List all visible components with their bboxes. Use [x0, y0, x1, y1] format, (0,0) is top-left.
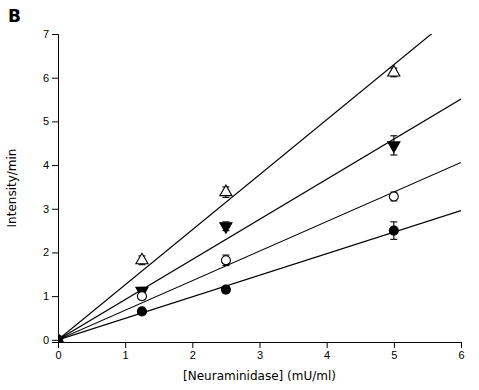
y-tick-label: 3: [43, 203, 49, 215]
y-tick-mark: [52, 78, 58, 79]
x-axis: 0 1 2 3 4 5 6: [55, 342, 464, 361]
point: [389, 226, 398, 235]
point: [221, 256, 230, 265]
plot-area: 0 1 2 3 4 5 6 0 1 2 3 4 5 6 7: [43, 10, 465, 361]
x-tick-mark: [260, 342, 261, 348]
x-tick: 5: [391, 342, 397, 361]
y-tick-mark: [52, 209, 58, 210]
y-tick-label: 2: [43, 246, 49, 258]
x-axis-line: [59, 343, 462, 349]
point: [388, 65, 400, 76]
y-tick-mark: [52, 296, 58, 297]
panel-label: B: [8, 6, 21, 26]
y-tick: 6: [43, 72, 58, 84]
point: [388, 142, 400, 153]
error-bar-cap: [390, 239, 397, 240]
point: [220, 223, 232, 234]
y-tick-label: 0: [43, 334, 49, 346]
chart: 0 1 2 3 4 5 6 0 1 2 3 4 5 6 7 [Neuraminidase] (mU/ml) In…: [0, 0, 479, 390]
x-axis-title: [Neuraminidase] (mU/ml): [183, 369, 336, 383]
fit-line: [58, 99, 461, 340]
y-tick: 0: [43, 334, 58, 346]
y-tick-label: 1: [43, 290, 49, 302]
y-tick-label: 5: [43, 115, 49, 127]
fit-line: [58, 34, 461, 340]
x-tick-label: 3: [257, 349, 263, 361]
y-tick-label: 4: [43, 159, 49, 171]
point: [58, 335, 63, 342]
point: [389, 192, 398, 201]
x-tick: 0: [55, 342, 61, 361]
fit-line: [58, 210, 461, 339]
x-tick-label: 5: [391, 349, 397, 361]
y-axis: 0 1 2 3 4 5 6 7: [43, 28, 59, 346]
y-tick: 2: [43, 246, 58, 258]
y-tick-mark: [52, 34, 58, 35]
fit-line: [58, 162, 461, 339]
y-tick: 4: [43, 159, 58, 171]
y-tick: 7: [43, 28, 58, 40]
y-tick: 5: [43, 115, 58, 127]
error-bar-cap: [390, 135, 397, 136]
x-tick-mark: [125, 342, 126, 348]
error-bar-cap: [222, 197, 229, 198]
error-bar-cap: [390, 221, 397, 222]
y-tick-mark: [52, 340, 58, 341]
error-bar-cap: [390, 154, 397, 155]
x-tick: 6: [458, 342, 464, 361]
x-tick-label: 1: [123, 349, 129, 361]
y-tick-mark: [52, 121, 58, 122]
point: [137, 292, 146, 301]
x-tick-label: 4: [324, 349, 330, 361]
x-tick-label: 2: [190, 349, 196, 361]
x-tick: 1: [123, 342, 129, 361]
point: [221, 285, 230, 294]
point: [220, 185, 232, 196]
x-tick: 4: [324, 342, 330, 361]
x-tick: 2: [190, 342, 196, 361]
y-tick: 3: [43, 203, 58, 215]
x-tick-mark: [461, 342, 462, 348]
y-tick-mark: [52, 165, 58, 166]
x-tick-mark: [327, 342, 328, 348]
y-axis-title: Intensity/min: [5, 149, 19, 228]
x-tick-label: 0: [55, 349, 61, 361]
marks: [58, 34, 461, 342]
x-tick-mark: [192, 342, 193, 348]
y-tick: 1: [43, 290, 58, 302]
x-tick-mark: [394, 342, 395, 348]
point: [137, 307, 146, 316]
point: [136, 253, 148, 264]
y-tick-label: 7: [43, 28, 49, 40]
x-tick-label: 6: [458, 349, 464, 361]
x-tick: 3: [257, 342, 263, 361]
point: [58, 335, 63, 342]
y-tick-label: 6: [43, 72, 49, 84]
y-tick-mark: [52, 252, 58, 253]
y-axis-line: [52, 35, 59, 343]
